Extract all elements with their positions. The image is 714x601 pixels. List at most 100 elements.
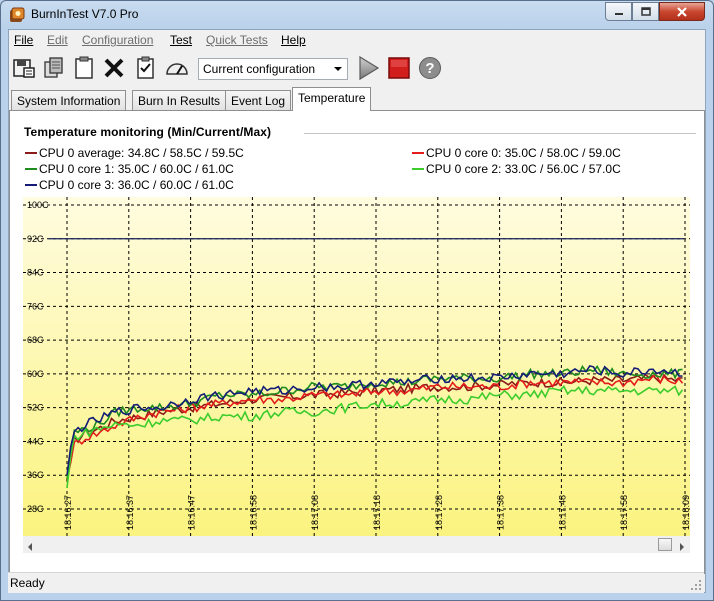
menu-test[interactable]: Test — [170, 33, 192, 47]
clipboard-icon — [75, 56, 93, 79]
tab-burn-in-results[interactable]: Burn In Results — [132, 90, 227, 110]
help-button[interactable]: ? — [417, 55, 443, 81]
tab-temperature[interactable]: Temperature — [292, 87, 372, 111]
x-tick-label: 18:17:58 — [619, 495, 629, 530]
x-tick-label: 18:17:28 — [434, 495, 444, 530]
save-results-button[interactable] — [11, 55, 37, 81]
close-window-button[interactable] — [659, 2, 705, 21]
legend-cpu0-core0: CPU 0 core 0: 35.0C / 58.0C / 59.0C — [412, 146, 621, 160]
minimize-button[interactable] — [605, 2, 632, 21]
app-icon[interactable] — [9, 7, 25, 23]
menu-file-label: File — [14, 33, 34, 47]
temperature-chart: 100C 92C 84C 76C 68C 60C 52C 44C 36C 28C 18:16:27… — [23, 197, 690, 536]
y-tick-label: 52C — [27, 403, 44, 413]
legend-label: CPU 0 core 2: 33.0C / 56.0C / 57.0C — [426, 162, 621, 176]
stop-test-button[interactable] — [386, 55, 412, 81]
menu-quick-tests-label: Quick Tests — [206, 33, 268, 47]
legend-label: CPU 0 core 1: 35.0C / 60.0C / 61.0C — [39, 162, 234, 176]
legend-cpu0-core1: CPU 0 core 1: 35.0C / 60.0C / 61.0C — [25, 162, 234, 176]
tab-event-log[interactable]: Event Log — [225, 90, 292, 110]
play-icon — [359, 55, 380, 81]
chart-horizontal-scrollbar[interactable] — [23, 536, 690, 553]
menu-test-label: Test — [170, 33, 193, 47]
legend-swatch — [25, 183, 37, 186]
menu-file[interactable]: File — [14, 33, 33, 47]
x-tick-label: 18:16:47 — [187, 495, 197, 530]
help-icon: ? — [419, 57, 441, 79]
x-tick-label: 18:16:27 — [63, 495, 73, 530]
chevron-down-icon[interactable] — [331, 61, 345, 77]
y-tick-label: 76C — [27, 301, 44, 311]
x-tick-label: 18:17:38 — [496, 495, 506, 530]
menu-edit[interactable]: Edit — [47, 33, 68, 47]
y-axis-labels: 100C 92C 84C 76C 68C 60C 52C 44C 36C 28C — [27, 200, 49, 514]
y-tick-label: 92C — [27, 234, 44, 244]
y-tick-label: 28C — [27, 504, 44, 514]
chart-background — [23, 197, 690, 536]
tab-system-information[interactable]: System Information — [11, 90, 127, 110]
x-axis-labels: 18:16:27 18:16:37 18:16:47 18:16:58 18:17:08… — [63, 495, 690, 530]
save-results-icon — [13, 59, 35, 78]
clear-button[interactable] — [101, 55, 127, 81]
y-tick-label: 60C — [27, 369, 44, 379]
svg-text:?: ? — [425, 60, 434, 77]
x-tick-label: 18:17:18 — [372, 495, 382, 530]
group-divider — [304, 133, 696, 134]
legend-cpu0-core3: CPU 0 core 3: 36.0C / 60.0C / 61.0C — [25, 178, 234, 192]
legend-cpu0-core2: CPU 0 core 2: 33.0C / 56.0C / 57.0C — [412, 162, 621, 176]
stop-icon — [388, 57, 410, 79]
menu-help[interactable]: Help — [281, 33, 306, 47]
y-tick-label: 84C — [27, 268, 44, 278]
legend-cpu0-average: CPU 0 average: 34.8C / 58.5C / 59.5C — [25, 146, 244, 160]
legend-swatch — [25, 167, 37, 170]
legend-label: CPU 0 average: 34.8C / 58.5C / 59.5C — [39, 146, 244, 160]
start-test-button[interactable] — [355, 55, 381, 81]
chart-grid — [23, 197, 690, 536]
checklist-button[interactable] — [133, 55, 159, 81]
x-tick-label: 18:16:58 — [248, 495, 258, 530]
copy-button[interactable] — [41, 55, 67, 81]
window-title: BurnInTest V7.0 Pro — [31, 7, 139, 21]
series-line-cpu-0-core-2 — [66, 385, 684, 488]
menu-edit-label: Edit — [47, 33, 68, 47]
y-tick-label: 36C — [27, 470, 44, 480]
configuration-select-value: Current configuration — [203, 62, 316, 76]
menu-configuration[interactable]: Configuration — [82, 33, 153, 47]
scroll-thumb[interactable] — [658, 538, 672, 551]
temperature-group-title: Temperature monitoring (Min/Current/Max) — [24, 125, 272, 139]
legend-label: CPU 0 core 3: 36.0C / 60.0C / 61.0C — [39, 178, 234, 192]
configuration-select[interactable]: Current configuration — [198, 58, 348, 80]
clipboard-button[interactable] — [71, 55, 97, 81]
x-tick-label: 18:18:09 — [681, 495, 690, 530]
legend-swatch — [412, 167, 424, 170]
speed-test-button[interactable] — [164, 55, 190, 81]
legend-swatch — [412, 151, 424, 154]
series-line-cpu-0-core-3 — [66, 364, 683, 476]
status-bar: Ready — [8, 572, 704, 593]
tab-strip: System Information Burn In Results Event… — [9, 87, 705, 111]
menu-quick-tests[interactable]: Quick Tests — [206, 33, 268, 47]
menu-configuration-label: Configuration — [82, 33, 154, 47]
clear-icon — [104, 58, 124, 78]
menu-bar: File Edit Configuration Test Quick Tests… — [9, 30, 705, 50]
legend-label: CPU 0 core 0: 35.0C / 58.0C / 59.0C — [426, 146, 621, 160]
y-tick-label: 44C — [27, 436, 44, 446]
series-line-cpu-0-core-0 — [66, 374, 684, 480]
status-text: Ready — [10, 576, 45, 590]
copy-icon — [44, 57, 63, 78]
y-tick-label: 100C — [27, 200, 49, 210]
checklist-icon — [137, 56, 154, 79]
maximize-button[interactable] — [632, 2, 659, 21]
title-bar[interactable]: BurnInTest V7.0 Pro — [1, 1, 713, 29]
x-tick-label: 18:17:48 — [557, 495, 567, 530]
x-tick-label: 18:16:37 — [125, 495, 135, 530]
chart-series — [49, 238, 684, 488]
resize-grip-icon[interactable] — [690, 579, 702, 591]
legend-swatch — [25, 151, 37, 154]
x-tick-label: 18:17:08 — [310, 495, 320, 530]
gauge-icon — [166, 63, 188, 75]
menu-help-label: Help — [281, 33, 306, 47]
toolbar: Current configuration ? — [9, 51, 705, 87]
scroll-right-icon[interactable] — [679, 540, 685, 554]
scroll-left-icon[interactable] — [27, 540, 33, 554]
